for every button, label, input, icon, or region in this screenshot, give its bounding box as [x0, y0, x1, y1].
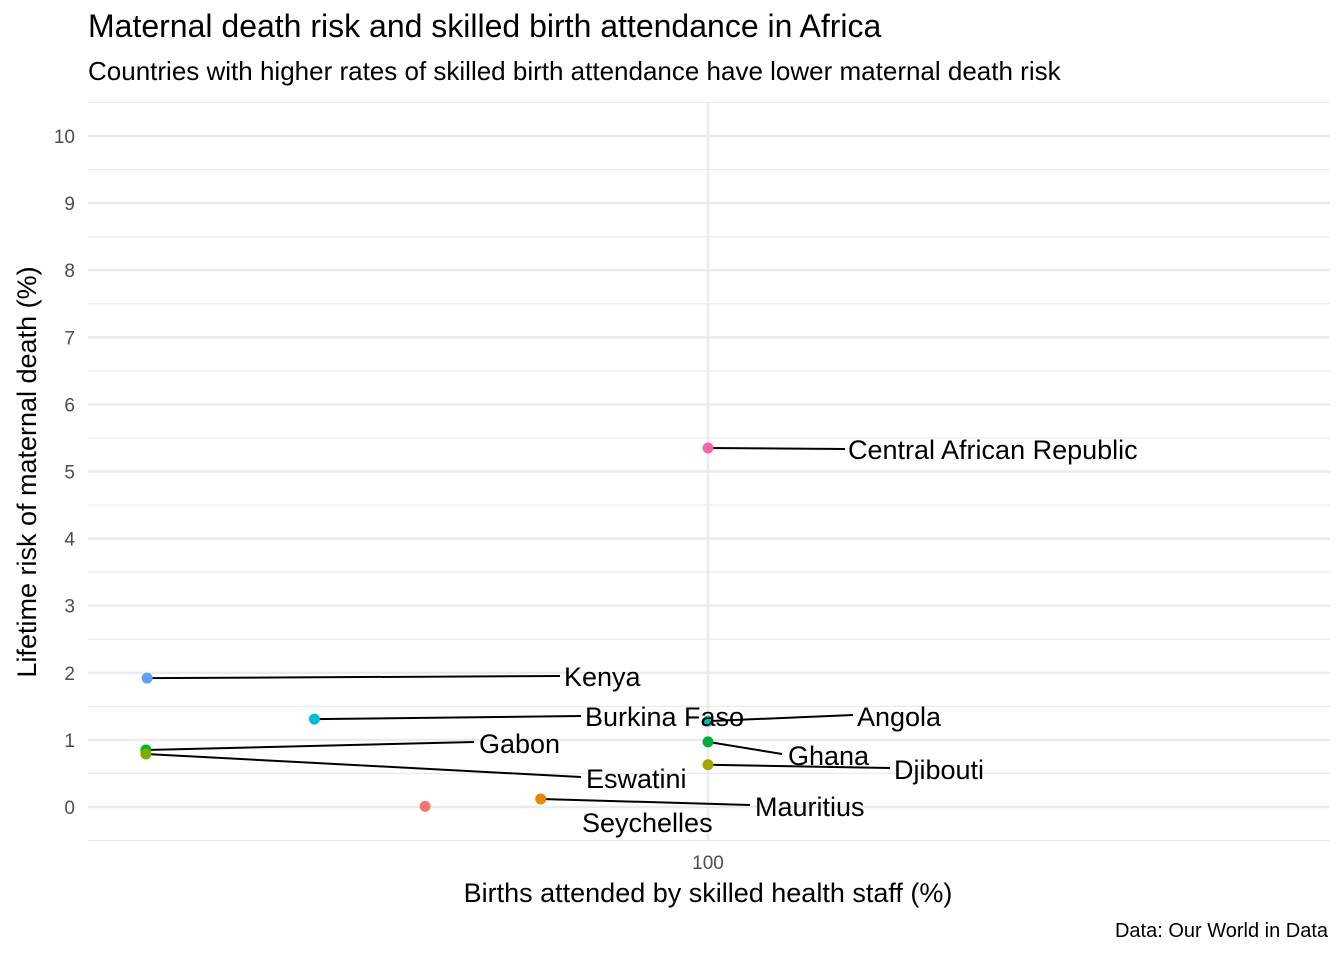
label-connector — [147, 675, 561, 680]
label-connector — [540, 797, 751, 806]
point-label: Eswatini — [586, 764, 687, 794]
chart-subtitle: Countries with higher rates of skilled b… — [88, 56, 1061, 86]
label-connector — [145, 741, 475, 751]
point-label: Mauritius — [755, 792, 865, 822]
data-point — [141, 672, 153, 684]
y-tick-label: 1 — [64, 731, 75, 752]
y-tick-label: 0 — [64, 798, 75, 819]
data-point — [308, 713, 320, 725]
chart-title: Maternal death risk and skilled birth at… — [88, 8, 882, 44]
label-connector — [707, 763, 891, 769]
data-point — [140, 748, 152, 760]
data-point — [535, 793, 547, 805]
major-gridlines — [88, 102, 1330, 841]
label-connector — [314, 715, 582, 721]
label-connector — [145, 752, 582, 778]
y-tick-label: 7 — [64, 328, 75, 349]
point-labels: Central African Republic Kenya Burkina Fas… — [479, 435, 1138, 838]
y-tick-label: 8 — [64, 261, 75, 282]
data-points — [140, 442, 714, 812]
x-axis-title: Births attended by skilled health staff … — [464, 878, 953, 908]
y-tick-label: 4 — [64, 530, 75, 551]
y-tick-label: 9 — [64, 194, 75, 215]
point-label: Seychelles — [582, 808, 713, 838]
data-point — [702, 442, 714, 454]
x-axis-ticks: 100 — [692, 853, 724, 874]
label-connector — [707, 447, 846, 450]
point-label: Ghana — [788, 741, 870, 771]
point-label: Burkina Faso — [585, 702, 744, 732]
data-point — [702, 736, 714, 748]
label-connector — [707, 740, 783, 755]
data-point — [702, 759, 714, 771]
label-connector — [707, 714, 854, 723]
y-tick-label: 5 — [64, 463, 75, 484]
y-tick-label: 3 — [64, 597, 75, 618]
chart-caption: Data: Our World in Data — [1114, 920, 1328, 942]
point-label: Angola — [857, 702, 942, 732]
x-tick-label: 100 — [692, 853, 724, 874]
data-point — [702, 715, 714, 727]
y-tick-label: 2 — [64, 664, 75, 685]
point-label: Djibouti — [894, 755, 984, 785]
point-label: Central African Republic — [848, 435, 1138, 465]
y-tick-label: 6 — [64, 395, 75, 416]
point-label: Gabon — [479, 729, 560, 759]
y-tick-label: 10 — [54, 127, 75, 148]
point-label: Kenya — [564, 662, 642, 692]
y-axis-ticks: 0 1 2 3 4 5 6 7 8 9 10 — [54, 127, 76, 819]
y-axis-title: Lifetime risk of maternal death (%) — [12, 266, 42, 677]
label-connectors — [145, 447, 891, 806]
data-point — [419, 800, 431, 812]
